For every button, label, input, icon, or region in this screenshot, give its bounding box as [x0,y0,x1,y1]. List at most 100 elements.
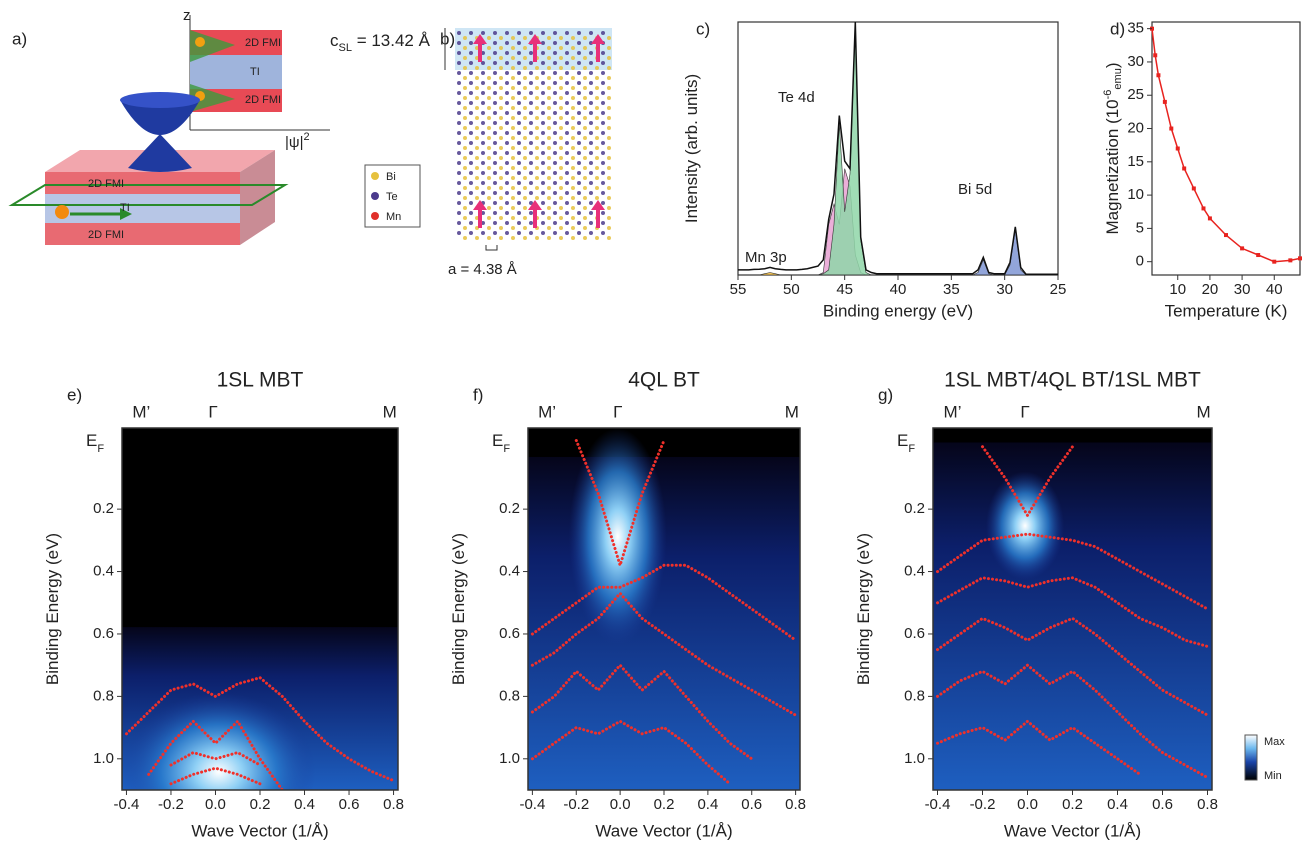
x-tick-label: 0.6 [741,796,762,813]
y-tick-label: 1.0 [499,750,520,767]
inset-layer-label: TI [250,66,260,78]
k-point: M’ [132,402,150,421]
y-tick-label: 0.2 [904,500,925,517]
panel: c) Te 4d Mn 3p Bi 5d 55 50 45 40 35 30 25 Binding e… [682,19,1066,320]
spectrum-line [738,21,1058,275]
slab-layer [45,223,240,245]
band [981,445,1074,519]
electron [55,205,69,219]
x-axis-label: Wave Vector (1/Å) [595,821,732,840]
layer-label: 2D FMI [88,229,124,241]
x-tick-label: 0.4 [697,796,718,813]
axis-z: z [183,7,191,24]
point [1191,186,1196,191]
y-tick-label: 1.0 [904,750,925,767]
legend-label: Mn [386,211,401,223]
y-axis-label-sup: -6 [1102,90,1114,100]
cone-rim [120,92,200,108]
point [1162,99,1167,104]
slab-side [240,150,275,245]
y-tick-label: 35 [1127,20,1144,37]
x-tick-label: 0.2 [250,796,271,813]
point [1175,146,1180,151]
axis-psi: |ψ|2 [285,131,310,151]
x-tick-label: -0.4 [519,796,545,813]
legend-marker [371,212,379,220]
mn-moment [478,42,600,228]
x-tick-label: 20 [1202,281,1219,298]
ef-e: E [492,431,503,450]
point [1156,73,1161,78]
band [530,563,798,642]
x-tick-label: 0.0 [610,796,631,813]
x-tick-label: 0.2 [654,796,675,813]
x-tick-label: -0.2 [970,796,996,813]
y-axis-label: Magnetization (10-6emu) [1102,63,1124,235]
point [1298,256,1302,261]
frame [1151,21,1301,276]
y-axis-label: Binding Energy (eV) [449,533,468,685]
panel: 1SL MBT/4QL BT/1SL MBT g) M’ Γ M EF Max Min -0.4… [854,369,1285,841]
arpes-image [528,428,800,790]
y-tick-label: 0.4 [499,563,520,580]
c-sl: cSL = 13.42 Å [330,31,431,53]
layer-label: TI [120,202,130,214]
x-tick-label: -0.4 [925,796,951,813]
x-axis-label: Temperature (K) [1165,301,1288,320]
inset-layer-label: 2D FMI [245,37,281,49]
panel: 1SL MBT e) M’ Γ M EF -0.4 -0.2 0.0 0.2 0.4 0.6 0.8 0.… [43,369,403,841]
x-tick-label: 0.0 [205,796,226,813]
y-axis-label-end: ) [1103,63,1122,69]
band [936,663,1209,779]
y-axis-label-text: Binding Energy (eV) [449,533,468,685]
band [574,439,666,571]
band [936,719,1142,776]
k-point: Γ [613,402,622,421]
y-tick-label: 0.8 [499,687,520,704]
x-tick-label: 0.0 [1017,796,1038,813]
x-tick-label: 55 [730,281,747,298]
point [1182,166,1187,171]
panel-label: a) [12,29,27,48]
inset-layer [190,55,282,89]
bracket [485,245,498,251]
x-tick-label: 0.4 [1107,796,1128,813]
panel: d) 10 20 30 40 0 5 10 15 20 25 30 35 Temperature (K) M… [1102,19,1302,320]
y-tick-label: 0.6 [93,625,114,642]
y-tick-label: 20 [1127,119,1144,136]
arpes-image [933,428,1212,790]
x-tick-label: -0.2 [158,796,184,813]
legend-marker [371,192,379,200]
peak-area [738,272,1058,276]
y-tick-label: 0.2 [93,500,114,517]
panel-label: f) [473,385,483,404]
x-tick-label: 10 [1169,281,1186,298]
cone-upper [120,100,200,135]
x-tick-label: 40 [890,281,907,298]
cone-lower [128,134,192,172]
y-axis-label-text: Magnetization (10 [1103,99,1122,234]
ef-sub: F [908,443,915,455]
band [530,662,754,761]
ef-sub: F [503,443,510,455]
x-tick-label: 25 [1050,281,1067,298]
band [530,719,732,786]
diagram-b: b) cSL = 13.42 Å Bi Te Mn a = 4.38 Å [330,28,612,278]
panel-title: 1SL MBT [217,369,304,392]
ef-e: E [86,431,97,450]
peak-area [738,27,1058,276]
point [1224,233,1228,238]
y-tick-label: 0.2 [499,500,520,517]
arpes-image [122,428,398,790]
point [1272,259,1277,264]
x-tick-label: 30 [1234,281,1251,298]
axis-psi-text: |ψ| [285,134,304,151]
ef-label: EF [86,431,104,454]
band [936,616,1209,717]
edge-loop [8,184,289,206]
k-point: M [1197,402,1211,421]
y-tick-label: 0.6 [904,625,925,642]
k-point: M [785,402,799,421]
x-tick-label: 0.8 [785,796,806,813]
